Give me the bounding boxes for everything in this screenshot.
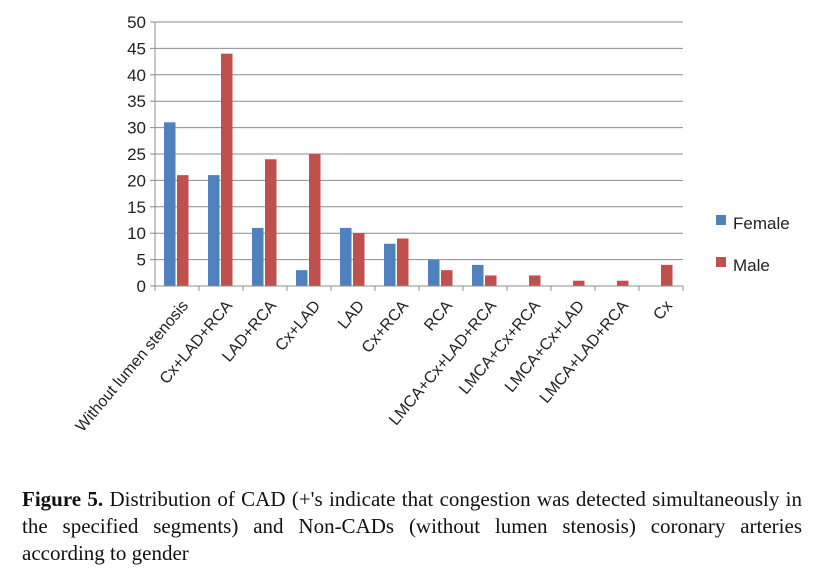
y-tick-label: 35 [127,92,146,111]
bar-female-4 [340,227,352,286]
bar-male-6 [441,270,453,286]
bar-male-2 [265,159,277,286]
legend-swatch-male [716,257,726,267]
x-tick-label: Cx+LAD [272,298,324,355]
y-tick-label: 10 [127,224,146,243]
y-tick-label: 20 [127,171,146,190]
x-tick-label: LMCA+Cx+LAD [502,298,588,396]
legend-label-female: Female [733,214,790,233]
x-tick-label: RCA [421,297,456,334]
bar-female-6 [428,259,440,286]
bar-male-5 [397,238,409,286]
legend: Female Male [716,214,790,275]
x-tick-label: Cx+RCA [359,297,413,356]
bar-female-2 [252,227,264,286]
x-tick-label: Cx [650,298,676,324]
x-tick-label: LMCA+Cx+RCA [456,297,544,397]
y-tick-label: 5 [137,251,146,270]
bar-male-0 [177,175,189,286]
bar-male-11 [661,264,673,286]
bar-female-3 [296,270,308,286]
y-tick-label: 50 [127,13,146,32]
bar-male-10 [617,280,629,286]
x-tick-label: LAD [335,298,368,333]
bar-male-4 [353,233,365,286]
caption-text: Distribution of CAD (+'s indicate that c… [22,487,802,565]
y-tick-label: 45 [127,39,146,58]
bar-female-7 [472,264,484,286]
legend-label-male: Male [733,256,770,275]
bar-female-0 [164,122,176,286]
bar-male-9 [573,280,585,286]
y-tick-label: 25 [127,145,146,164]
y-axis-ticks: 0 5 10 15 20 25 30 35 40 45 50 [127,13,146,296]
bar-female-1 [208,175,220,286]
legend-swatch-female [716,215,726,225]
caption-label: Figure 5. [22,487,104,511]
bar-male-7 [485,275,497,286]
x-axis-ticks: Without lumen stenosisCx+LAD+RCALAD+RCAC… [73,286,684,435]
gridlines [150,21,683,287]
figure-caption: Figure 5. Distribution of CAD (+'s indic… [22,486,802,567]
bar-male-3 [309,154,321,286]
bar-male-8 [529,275,541,286]
y-tick-label: 0 [137,277,146,296]
y-tick-label: 15 [127,198,146,217]
y-tick-label: 30 [127,119,146,138]
bar-male-1 [221,53,233,287]
y-tick-label: 40 [127,66,146,85]
bars [164,53,673,287]
bar-female-5 [384,243,396,286]
